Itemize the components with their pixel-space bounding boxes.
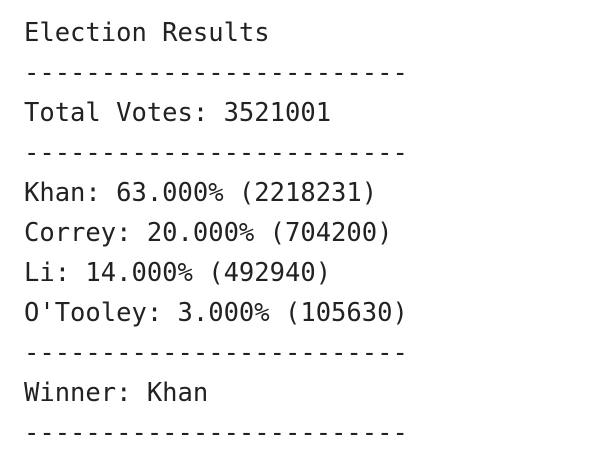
output-line: Khan: 63.000% (2218231): [24, 178, 378, 208]
output-line: O'Tooley: 3.000% (105630): [24, 298, 408, 328]
output-line: Winner: Khan: [24, 378, 209, 408]
output-line: Correy: 20.000% (704200): [24, 218, 393, 248]
output-line: Election Results: [24, 18, 270, 48]
output-line: -------------------------: [24, 138, 408, 168]
output-text: Election Results ------------------------…: [24, 13, 408, 453]
output-line: Total Votes: 3521001: [24, 98, 332, 128]
output-line: -------------------------: [24, 418, 408, 448]
output-line: -------------------------: [24, 58, 408, 88]
output-line: -------------------------: [24, 338, 408, 368]
output-line: Li: 14.000% (492940): [24, 258, 332, 288]
